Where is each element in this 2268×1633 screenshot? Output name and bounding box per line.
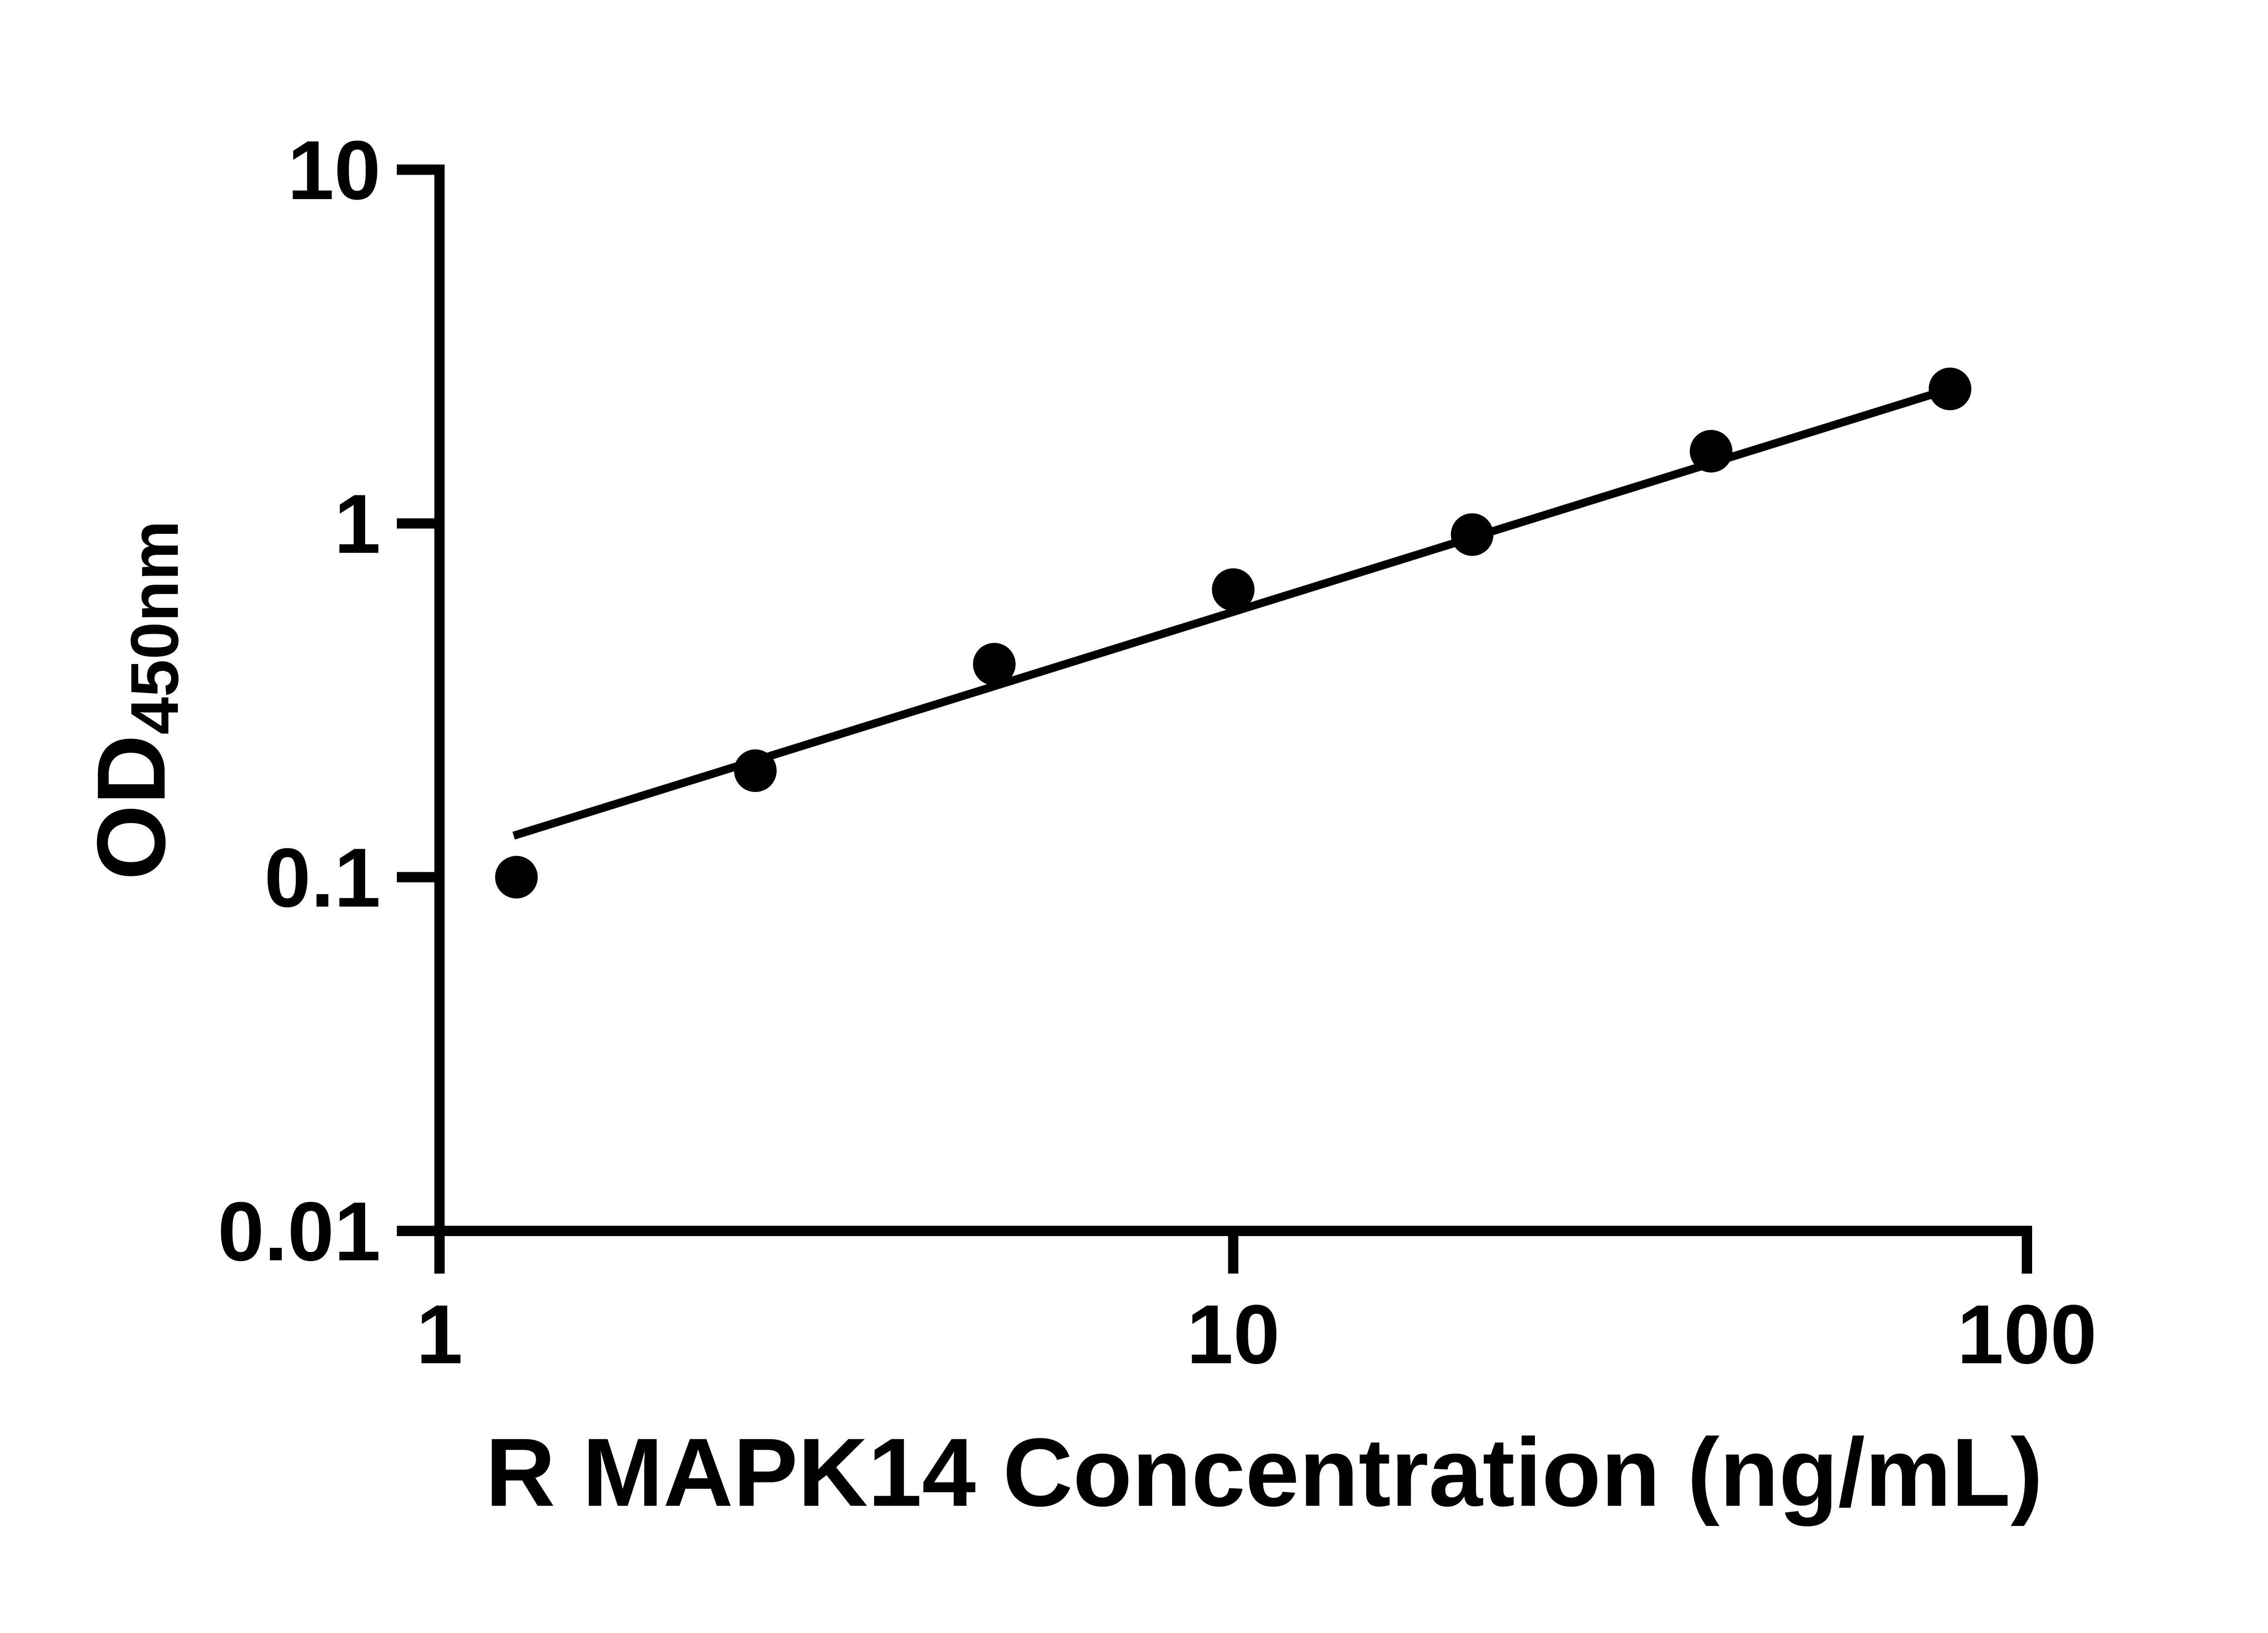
data-point-80ng [1929, 367, 1971, 411]
y-tick-label-0.1: 0.1 [264, 831, 381, 925]
data-point-20ng [1451, 513, 1494, 556]
x-axis-title: R MAPK14 Concentration (ng/mL) [485, 1418, 2043, 1527]
x-tick-label-100: 100 [1957, 1288, 2097, 1381]
standard-curve-chart: 10 1 0.1 0.01 1 10 100 R MAPK14 Concentration (… [77, 124, 2097, 1527]
y-tick-label-0.01: 0.01 [218, 1185, 381, 1279]
data-point-2.5ng [734, 749, 777, 792]
trend-line [512, 385, 1951, 840]
y-axis-title-subscript: 450nm [117, 520, 192, 734]
x-tick-label-1: 1 [416, 1288, 463, 1381]
y-axis-line [396, 164, 445, 1274]
data-point-1.25ng [495, 856, 538, 899]
data-point-40ng [1690, 430, 1733, 473]
x-tick-label-10: 10 [1187, 1288, 1280, 1381]
y-axis-title: OD450nm [77, 520, 192, 880]
data-point-5ng [973, 643, 1016, 686]
y-tick-label-1: 1 [334, 478, 381, 571]
y-tick-label-10: 10 [288, 124, 381, 217]
y-axis-title-main: OD [77, 735, 186, 880]
data-point-10ng [1212, 568, 1255, 611]
